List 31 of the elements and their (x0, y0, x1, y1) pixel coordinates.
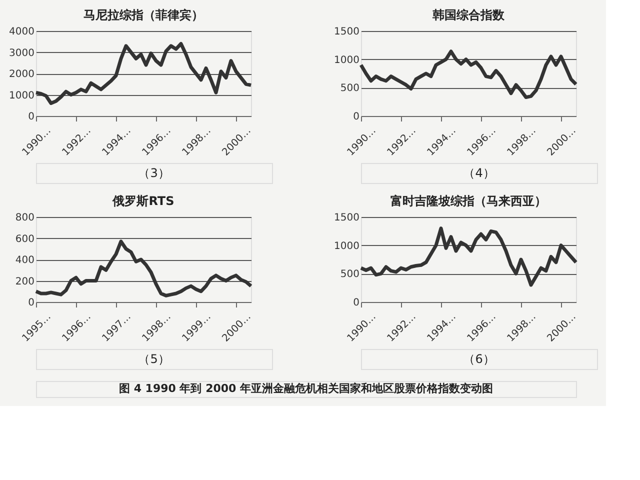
caption: 图 4 1990 年到 2000 年亚洲金融危机相关国家和地区股票价格指数变动图 (118, 382, 494, 395)
y-tick-label: 2000 (9, 69, 34, 80)
y-tick-label: 800 (15, 212, 34, 224)
text: （6） (463, 352, 495, 366)
line-series (34, 42, 253, 105)
y-tick-label: 0 (28, 112, 34, 122)
text: （4） (463, 166, 495, 180)
y-tick-label: 0 (353, 112, 360, 122)
line-series (359, 226, 578, 287)
text: （5） (138, 352, 170, 366)
chart-title: 富时吉隆坡综指（马来西亚） (390, 194, 546, 208)
chart-title: 俄罗斯RTS (112, 194, 174, 208)
text: （3） (138, 166, 170, 180)
line-series (359, 50, 578, 100)
y-tick-label: 3000 (9, 48, 34, 59)
chart-title: 韩国综合指数 (432, 8, 506, 22)
y-tick-label: 200 (15, 276, 34, 288)
chart-title: 马尼拉综指（菲律宾） (84, 8, 204, 22)
y-tick-label: 1500 (334, 212, 360, 224)
y-tick-label: 1000 (334, 54, 360, 66)
y-tick-label: 1500 (334, 26, 360, 38)
y-tick-label: 0 (353, 298, 360, 308)
y-tick-label: 600 (15, 234, 34, 245)
y-tick-label: 1000 (9, 90, 34, 102)
y-tick-label: 4000 (9, 26, 34, 38)
y-tick-label: 500 (340, 269, 360, 280)
line-series (34, 240, 253, 298)
y-tick-label: 1000 (334, 240, 360, 252)
y-tick-label: 0 (28, 298, 34, 308)
y-tick-label: 500 (340, 83, 360, 94)
y-tick-label: 400 (15, 255, 34, 266)
